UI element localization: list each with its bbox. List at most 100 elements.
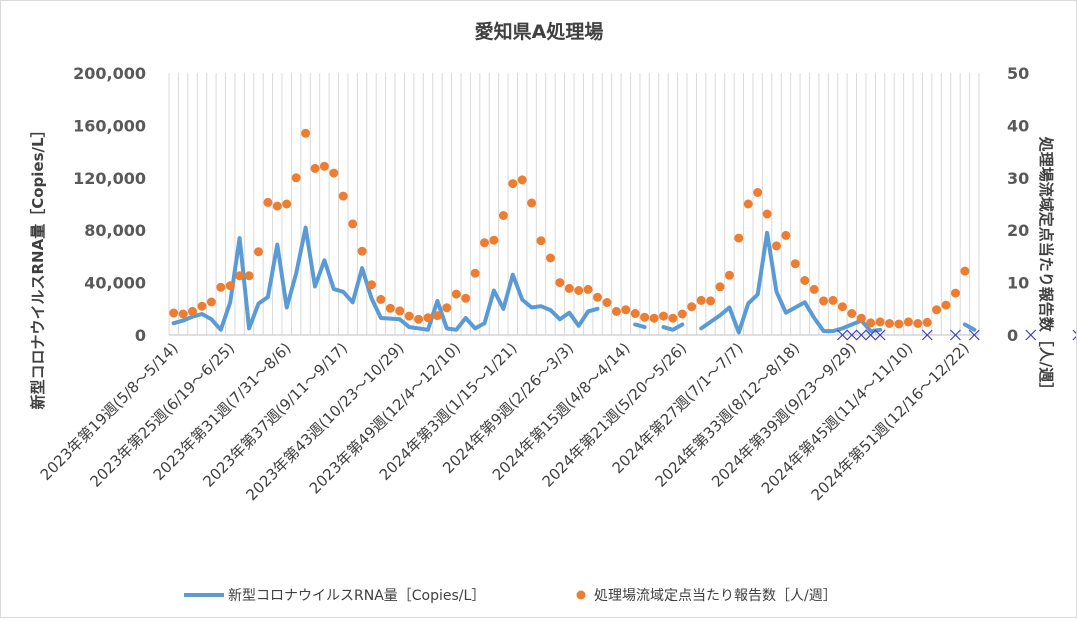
report-count-point — [630, 309, 640, 318]
report-count-point — [498, 211, 508, 220]
report-count-point — [319, 161, 329, 171]
legend: 新型コロナウイルスRNA量［Copies/L］ 処理場流域定点当たり報告数［人/… — [184, 588, 837, 604]
legend-dot-swatch — [576, 590, 586, 600]
x-marker-stroke — [921, 329, 933, 341]
report-count-point — [564, 283, 574, 293]
report-count-point — [376, 294, 386, 304]
y-right-tick-label: 40 — [1007, 116, 1029, 135]
x-marker-stroke — [855, 329, 867, 341]
report-count-point — [188, 306, 197, 316]
legend-label-reports: 処理場流域定点当たり報告数［人/週］ — [594, 588, 837, 604]
report-count-point — [951, 288, 960, 298]
report-count-point — [649, 313, 659, 323]
chart-title: 愛知県A処理場 — [475, 20, 604, 43]
report-count-point — [423, 313, 433, 323]
report-count-point — [197, 301, 207, 311]
report-count-point — [781, 230, 791, 240]
report-count-point — [875, 317, 885, 327]
report-count-point — [593, 292, 602, 302]
report-count-point — [536, 236, 546, 246]
report-count-point — [743, 199, 753, 209]
x-marker-stroke — [846, 329, 858, 341]
y-axis-left-label: 新型コロナウイルスRNA量［Copies/L］ — [29, 122, 47, 409]
report-count-point — [348, 219, 358, 229]
rna-series-line — [962, 322, 977, 332]
report-count-point — [489, 235, 499, 245]
x-marker-stroke — [1072, 329, 1077, 335]
report-count-point — [894, 319, 904, 329]
report-count-point — [762, 209, 772, 219]
y-left-tick-label: 120,000 — [73, 169, 146, 188]
below-limit-x-marker — [855, 329, 867, 341]
report-count-point — [470, 268, 480, 278]
y-right-tick-label: 10 — [1007, 274, 1029, 293]
report-count-point — [527, 198, 537, 208]
report-count-point — [922, 317, 932, 327]
report-count-point — [847, 309, 857, 318]
y-left-tick-label: 200,000 — [73, 64, 146, 83]
below-limit-x-marker — [968, 329, 980, 341]
rna-series-line — [171, 225, 600, 332]
report-count-point — [555, 278, 565, 288]
report-count-point — [206, 297, 216, 307]
report-count-point — [480, 238, 489, 248]
report-count-point — [866, 318, 876, 328]
report-count-point — [442, 303, 452, 313]
y-left-tick-label: 40,000 — [84, 274, 146, 293]
report-count-point — [178, 309, 188, 319]
x-marker-stroke — [968, 329, 980, 341]
report-count-point — [517, 175, 527, 185]
report-count-point — [385, 303, 395, 313]
report-count-point — [357, 246, 367, 256]
report-count-point — [225, 281, 235, 291]
report-count-point — [941, 300, 951, 310]
report-count-point — [734, 233, 744, 243]
report-count-point — [809, 284, 819, 294]
legend-label-rna: 新型コロナウイルスRNA量［Copies/L］ — [228, 588, 485, 604]
report-count-point — [432, 311, 442, 321]
report-count-point — [404, 311, 414, 321]
report-count-point — [291, 173, 301, 183]
report-count-point — [216, 282, 226, 292]
x-marker-stroke — [1025, 329, 1037, 341]
report-count-point — [706, 296, 716, 306]
report-count-point — [932, 305, 942, 315]
y-axis-right-label-group: 処理場流域定点当たり報告数［人/週］ — [1037, 136, 1055, 397]
report-count-point — [263, 197, 273, 207]
rna-series-line — [661, 322, 685, 332]
report-count-point — [960, 266, 970, 276]
report-count-point — [753, 188, 763, 197]
y-left-tick-label: 160,000 — [73, 116, 146, 135]
report-count-point — [272, 201, 282, 211]
y-right-tick-label: 50 — [1007, 64, 1029, 83]
report-count-point — [621, 305, 631, 315]
x-marker-stroke — [1072, 335, 1077, 341]
report-count-point — [828, 295, 838, 305]
report-count-point — [903, 317, 913, 327]
report-count-point — [696, 295, 706, 305]
report-count-point — [856, 313, 866, 323]
y-axis-right-label: 処理場流域定点当たり報告数［人/週］ — [1037, 136, 1055, 397]
below-limit-x-marker — [1072, 329, 1077, 341]
report-count-point — [235, 271, 245, 281]
x-marker-stroke — [950, 329, 961, 341]
report-count-point — [451, 289, 461, 299]
x-marker-stroke — [837, 329, 848, 341]
report-count-point — [677, 309, 687, 319]
report-count-point — [244, 271, 254, 281]
report-count-point — [395, 306, 405, 316]
report-count-point — [282, 199, 292, 209]
report-count-point — [546, 253, 555, 263]
series-layer — [169, 128, 1077, 341]
below-limit-x-marker — [950, 329, 961, 341]
y-left-tick-label: 80,000 — [84, 221, 146, 240]
x-marker-stroke — [865, 329, 877, 341]
below-limit-x-marker — [1025, 329, 1037, 341]
report-count-point — [414, 314, 424, 324]
report-count-point — [885, 319, 894, 328]
y-right-tick-label: 20 — [1007, 221, 1029, 240]
report-count-point — [169, 308, 179, 318]
axes: 0 40,000 80,000 120,000 160,000 200,000 0 10 20 3… — [37, 64, 1030, 504]
below-limit-x-marker — [837, 329, 848, 341]
